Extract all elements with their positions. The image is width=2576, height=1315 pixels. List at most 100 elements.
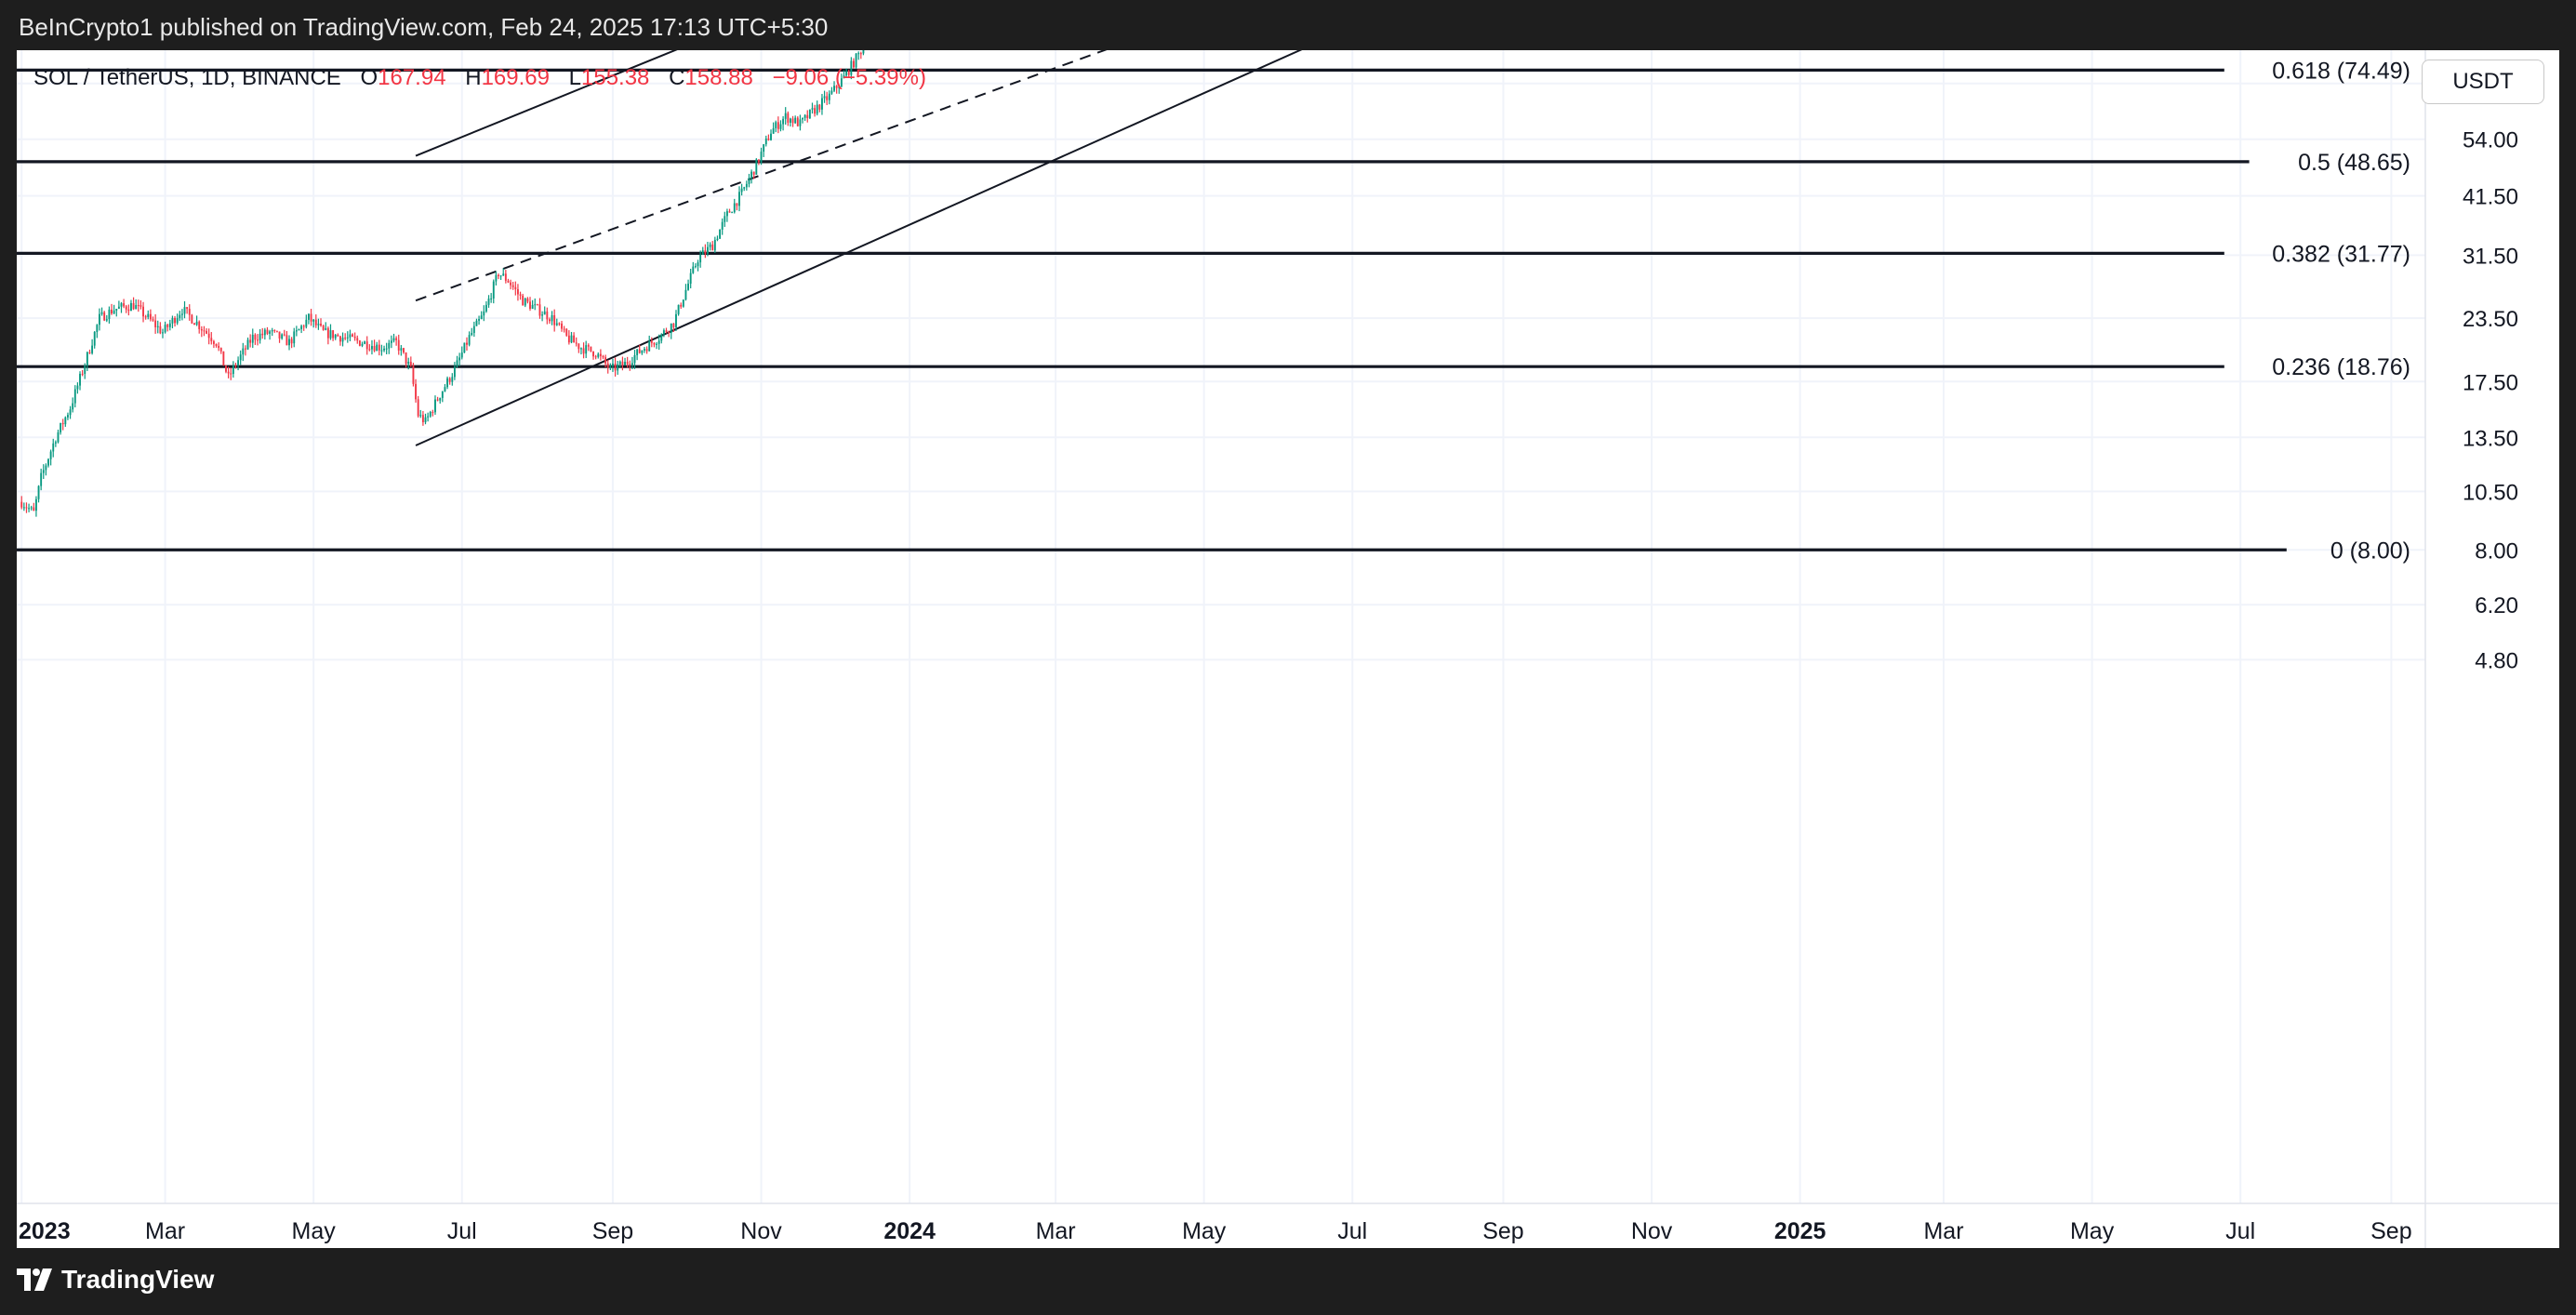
candle-up (349, 334, 352, 338)
close-value: 158.88 (684, 65, 753, 90)
candle-down (218, 345, 220, 349)
candle-up (784, 113, 787, 119)
y-tick-label: 41.50 (2463, 185, 2518, 210)
candle-down (818, 104, 821, 110)
candle-up (641, 350, 644, 353)
candle-up (385, 348, 388, 350)
candle-down (310, 313, 312, 322)
symbol-info[interactable]: SOL / TetherUS, 1D, BINANCE (33, 65, 341, 90)
candle-up (73, 389, 76, 404)
candle-up (694, 266, 697, 268)
candle-up (49, 451, 52, 459)
candle-up (281, 334, 284, 339)
candle-up (237, 360, 240, 366)
candle-up (91, 345, 94, 353)
candle-up (480, 315, 483, 320)
candle-up (135, 305, 138, 310)
candle-up (551, 315, 553, 322)
candle-up (156, 325, 159, 327)
candle-down (436, 399, 439, 401)
channel-line-upper[interactable] (415, 50, 1810, 157)
candle-up (624, 362, 626, 365)
candle-up (76, 385, 79, 390)
candle-up (633, 354, 636, 364)
tradingview-brand[interactable]: TradingView (17, 1265, 214, 1295)
candle-up (743, 187, 746, 189)
candle-up (460, 352, 463, 358)
candle-down (826, 96, 829, 100)
channel-line-lower[interactable] (415, 50, 1919, 446)
candle-up (597, 353, 600, 357)
candle-up (307, 313, 310, 320)
candle-down (573, 335, 576, 343)
candle-down (558, 323, 561, 325)
candle-down (254, 334, 257, 340)
candle-down (191, 314, 193, 324)
candle-up (115, 309, 118, 311)
candle-up (383, 348, 385, 351)
y-tick-label: 54.00 (2463, 128, 2518, 153)
candle-up (329, 330, 332, 339)
candle-up (689, 272, 692, 284)
candle-up (232, 365, 234, 375)
candle-up (472, 325, 475, 334)
candle-down (516, 288, 519, 295)
candle-up (400, 348, 403, 351)
candle-down (33, 507, 35, 511)
candle-down (20, 501, 23, 508)
candle-down (326, 327, 329, 339)
candle-up (242, 348, 245, 355)
candle-up (543, 311, 546, 315)
candle-down (606, 363, 609, 368)
candle-down (711, 244, 714, 251)
candle-down (132, 302, 135, 310)
candle-up (478, 319, 481, 321)
candle-up (636, 349, 639, 355)
candle-down (626, 362, 629, 365)
candle-up (120, 303, 123, 307)
candle-down (111, 309, 113, 314)
candle-down (188, 309, 191, 315)
tradingview-logo-icon (17, 1269, 52, 1291)
candle-down (638, 349, 641, 353)
candle-up (113, 310, 115, 314)
candle-down (219, 348, 222, 352)
candle-up (740, 188, 743, 193)
candle-down (522, 295, 524, 306)
candle-up (670, 323, 672, 334)
candle-up (246, 339, 249, 350)
channel-line-middle[interactable] (415, 50, 2199, 302)
candle-up (475, 320, 478, 326)
candle-down (553, 315, 556, 325)
candle-up (453, 366, 456, 378)
candle-up (823, 96, 826, 99)
candle-down (507, 280, 510, 283)
low-value: 155.38 (581, 65, 650, 90)
candle-up (463, 342, 466, 353)
candle-down (417, 399, 419, 417)
price-chart[interactable]: 1 (295.83)0.786 (136.62)0.618 (74.49)0.5… (17, 50, 2559, 1248)
x-tick-label: Nov (740, 1218, 782, 1244)
channel-layer (415, 50, 2199, 446)
candle-down (448, 378, 451, 382)
candle-down (592, 351, 594, 357)
candle-up (96, 325, 99, 332)
currency-button[interactable]: USDT (2422, 60, 2544, 104)
candle-up (684, 289, 687, 300)
candle-down (198, 321, 201, 329)
candle-down (278, 331, 281, 339)
candle-down (806, 114, 809, 119)
x-tick-label: Jul (447, 1218, 477, 1244)
candle-up (502, 273, 505, 276)
candle-down (139, 305, 142, 307)
candle-down (203, 330, 206, 332)
chart-panel[interactable]: 1 (295.83)0.786 (136.62)0.618 (74.49)0.5… (17, 50, 2559, 1248)
candle-up (22, 507, 25, 509)
candle-down (752, 171, 755, 175)
candle-up (779, 124, 782, 129)
x-tick-label: Sep (1482, 1218, 1523, 1244)
candle-up (772, 127, 775, 134)
candle-up (845, 71, 848, 76)
candle-up (117, 306, 120, 310)
candle-down (88, 352, 91, 353)
